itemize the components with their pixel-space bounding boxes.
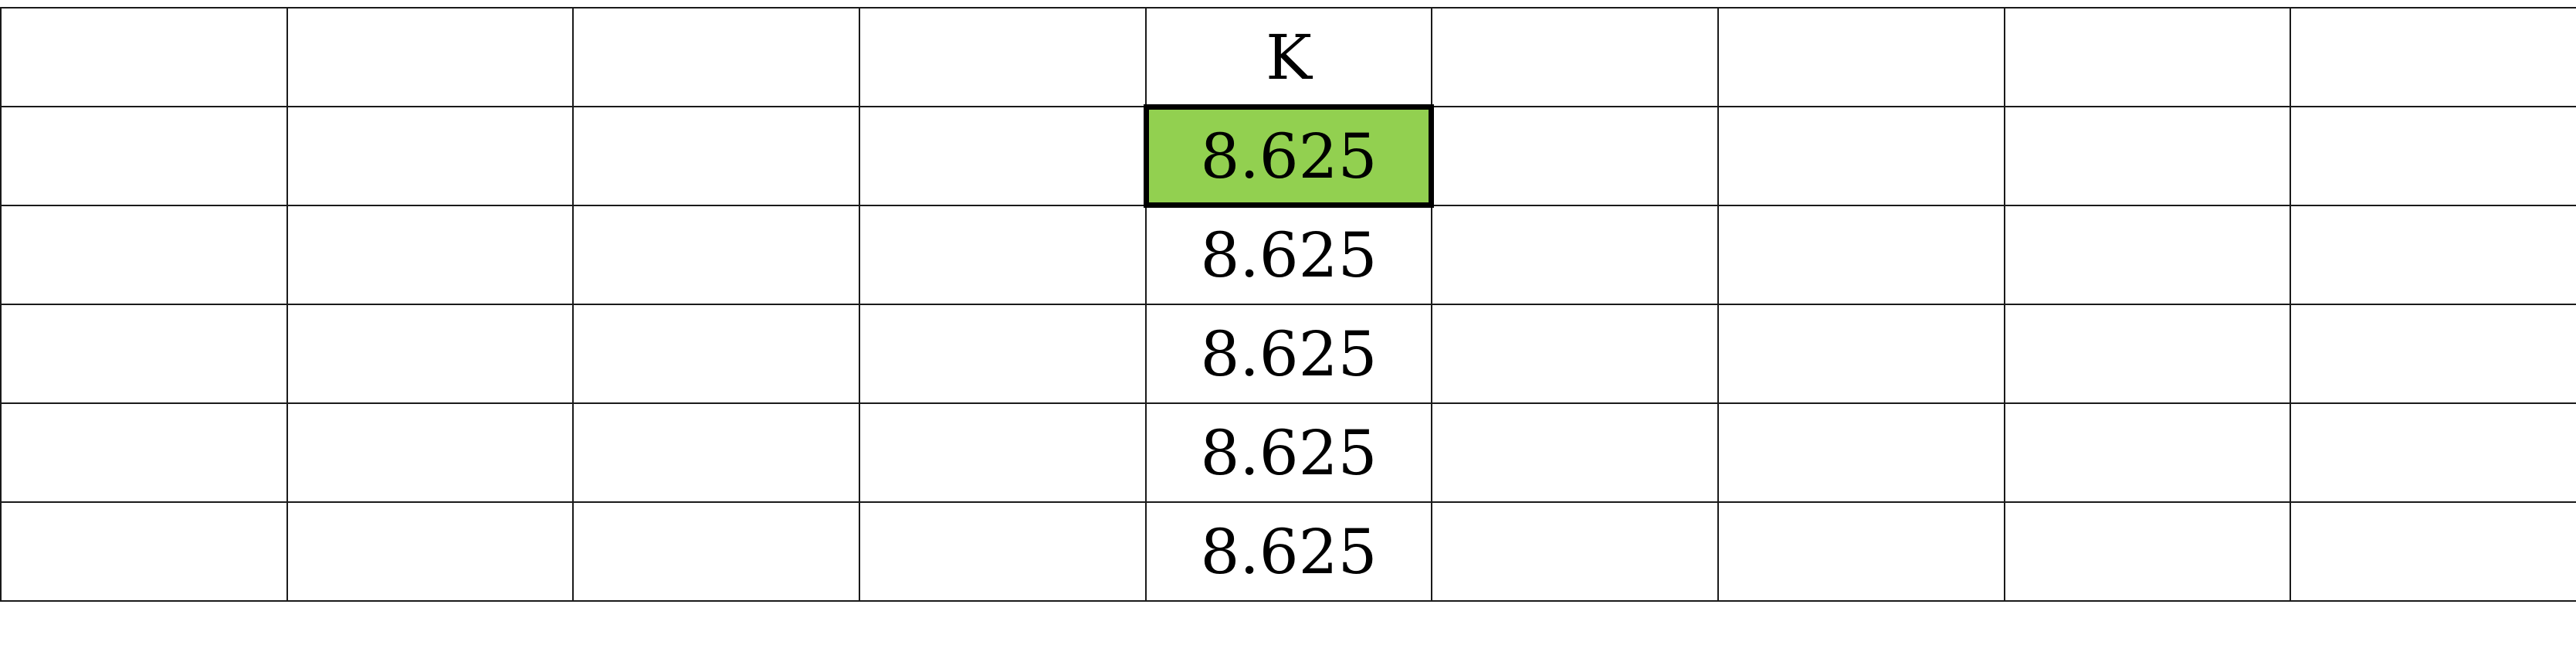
table-cell[interactable] <box>286 304 575 404</box>
table-cell[interactable] <box>2290 304 2576 404</box>
table-cell[interactable] <box>2003 402 2292 503</box>
table-cell[interactable] <box>572 106 860 206</box>
grid-body: K 8.625 8.625 8.625 8.625 8.625 <box>0 7 2576 602</box>
table-cell[interactable] <box>1431 501 1719 602</box>
table-row: 8.625 <box>0 304 2576 404</box>
header-cell[interactable] <box>2003 7 2292 107</box>
header-cell[interactable]: K <box>1144 7 1433 107</box>
header-row: K <box>0 7 2576 107</box>
header-cell[interactable] <box>286 7 575 107</box>
table-cell[interactable] <box>286 501 575 602</box>
table-cell[interactable] <box>1717 205 2005 305</box>
table-cell[interactable] <box>1717 402 2005 503</box>
table-cell[interactable] <box>2290 106 2576 206</box>
header-cell[interactable] <box>1717 7 2005 107</box>
table-cell[interactable] <box>2290 501 2576 602</box>
table-cell[interactable] <box>1717 501 2005 602</box>
header-cell[interactable] <box>0 7 288 107</box>
table-cell[interactable] <box>286 402 575 503</box>
table-cell[interactable]: 8.625 <box>1144 402 1433 503</box>
table-cell[interactable] <box>1431 205 1719 305</box>
table-cell[interactable]: 8.625 <box>1144 501 1433 602</box>
table-cell[interactable] <box>858 205 1147 305</box>
spreadsheet-grid: K 8.625 8.625 8.625 8.625 8.625 <box>0 7 2576 602</box>
table-cell[interactable] <box>2003 501 2292 602</box>
table-cell[interactable] <box>858 304 1147 404</box>
table-cell[interactable] <box>1717 106 2005 206</box>
table-row: 8.625 <box>0 205 2576 305</box>
table-cell[interactable] <box>2003 205 2292 305</box>
table-row: 8.625 <box>0 104 2576 208</box>
header-cell[interactable] <box>2290 7 2576 107</box>
header-cell[interactable] <box>858 7 1147 107</box>
header-cell[interactable] <box>572 7 860 107</box>
table-cell[interactable] <box>0 304 288 404</box>
selected-cell[interactable]: 8.625 <box>1143 104 1435 208</box>
table-cell[interactable] <box>572 402 860 503</box>
table-cell[interactable]: 8.625 <box>1144 304 1433 404</box>
header-cell[interactable] <box>1431 7 1719 107</box>
table-cell[interactable] <box>0 501 288 602</box>
table-cell[interactable] <box>572 304 860 404</box>
table-row: 8.625 <box>0 501 2576 602</box>
table-cell[interactable] <box>858 106 1147 206</box>
table-cell[interactable] <box>2003 106 2292 206</box>
table-cell[interactable] <box>0 205 288 305</box>
table-cell[interactable] <box>1717 304 2005 404</box>
table-cell[interactable] <box>286 106 575 206</box>
table-cell[interactable] <box>2003 304 2292 404</box>
table-cell[interactable] <box>286 205 575 305</box>
table-cell[interactable] <box>572 205 860 305</box>
table-cell[interactable] <box>0 402 288 503</box>
table-cell[interactable] <box>858 402 1147 503</box>
table-cell[interactable]: 8.625 <box>1144 205 1433 305</box>
table-cell[interactable] <box>572 501 860 602</box>
table-cell[interactable] <box>1431 106 1719 206</box>
table-cell[interactable] <box>1431 402 1719 503</box>
table-row: 8.625 <box>0 402 2576 503</box>
table-cell[interactable] <box>2290 402 2576 503</box>
table-cell[interactable] <box>2290 205 2576 305</box>
table-cell[interactable] <box>858 501 1147 602</box>
table-cell[interactable] <box>1431 304 1719 404</box>
table-cell[interactable] <box>0 106 288 206</box>
